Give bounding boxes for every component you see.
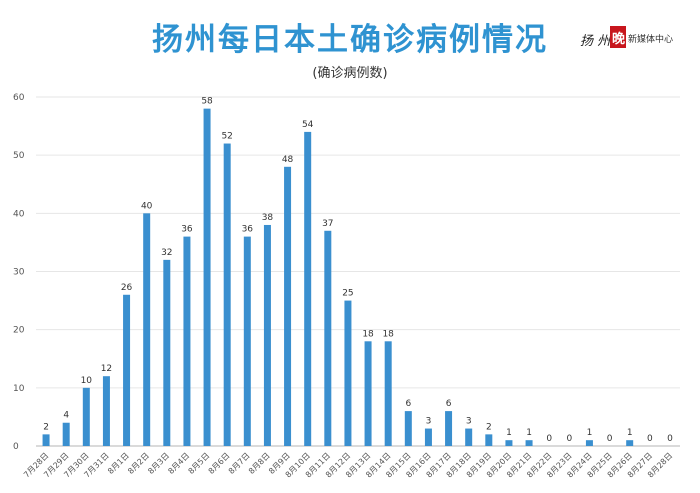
logo-red-seal: 晚 [610, 26, 626, 48]
bar [505, 440, 513, 446]
bar [384, 341, 392, 446]
data-label: 2 [486, 422, 492, 432]
data-label: 58 [201, 97, 213, 107]
data-label: 12 [101, 364, 112, 374]
x-tick-label: 8月5日 [187, 451, 212, 476]
bar [102, 376, 110, 446]
bar [143, 213, 151, 446]
data-label: 6 [405, 399, 411, 409]
data-label: 25 [342, 289, 353, 299]
data-label: 1 [587, 428, 593, 438]
logo-script-text: 扬 州 [580, 34, 611, 49]
data-label: 0 [647, 434, 653, 444]
data-label: 52 [221, 132, 232, 142]
data-label: 36 [242, 225, 254, 235]
bar [424, 428, 432, 446]
bar [585, 440, 593, 446]
chart-subtitle: (确诊病例数) [312, 66, 388, 81]
data-label: 1 [526, 428, 532, 438]
bar [203, 108, 211, 446]
bar [344, 300, 352, 446]
bar [82, 387, 90, 446]
bar [364, 341, 372, 446]
bar [626, 440, 634, 446]
x-tick-label: 8月3日 [146, 451, 171, 476]
y-axis-ticks: 0 10 20 30 40 50 60 [13, 93, 25, 452]
data-label: 0 [607, 434, 613, 444]
bar [123, 294, 131, 446]
bar [465, 428, 473, 446]
data-label: 48 [282, 155, 294, 165]
bar [243, 236, 251, 446]
bar [304, 131, 312, 446]
y-tick-label: 60 [13, 93, 25, 103]
data-label: 10 [81, 376, 93, 386]
data-label: 0 [546, 434, 552, 444]
y-tick-label: 40 [13, 209, 25, 219]
x-axis-ticks: 7月28日7月29日7月30日7月31日8月1日8月2日8月3日8月4日8月5日… [22, 451, 674, 479]
x-tick-label: 8月7日 [227, 451, 252, 476]
y-tick-label: 50 [13, 151, 25, 161]
grid-lines [36, 96, 680, 447]
data-label: 18 [362, 329, 374, 339]
x-tick-label: 8月8日 [247, 451, 272, 476]
data-label: 18 [382, 329, 394, 339]
chart-title: 扬州每日本土确诊病例情况 [152, 22, 548, 58]
y-tick-label: 0 [13, 442, 19, 452]
x-tick-label: 8月6日 [207, 451, 232, 476]
bar [62, 422, 70, 446]
x-tick-label: 8月1日 [106, 451, 131, 476]
bars [42, 108, 634, 447]
bar [263, 224, 271, 446]
data-label: 3 [466, 417, 472, 427]
logo-red-char: 晚 [612, 32, 626, 47]
data-label: 32 [161, 248, 172, 258]
data-label: 0 [566, 434, 572, 444]
data-label: 3 [426, 417, 432, 427]
data-label: 37 [322, 219, 333, 229]
bar [163, 259, 171, 446]
x-tick-label: 8月2日 [126, 451, 151, 476]
bar [445, 411, 453, 446]
data-label: 54 [302, 120, 314, 130]
x-tick-label: 8月4日 [166, 451, 191, 476]
bar [223, 143, 231, 447]
newspaper-logo: 扬 州 晚 新媒体中心 [580, 26, 692, 52]
bar [284, 166, 292, 447]
y-tick-label: 30 [13, 268, 25, 278]
data-label: 2 [43, 422, 49, 432]
y-tick-label: 10 [13, 384, 25, 394]
bar [525, 440, 533, 446]
data-label: 38 [262, 213, 274, 223]
y-tick-label: 20 [13, 326, 25, 336]
bar [42, 434, 50, 446]
data-label: 1 [506, 428, 512, 438]
bar [404, 411, 412, 446]
bar [183, 236, 191, 446]
logo-org-text: 新媒体中心 [628, 35, 674, 45]
data-label: 6 [446, 399, 452, 409]
data-label: 4 [63, 411, 69, 421]
data-label: 0 [667, 434, 673, 444]
data-label: 1 [627, 428, 633, 438]
bar [324, 230, 332, 446]
data-label: 40 [141, 201, 153, 211]
data-label: 36 [181, 225, 193, 235]
data-label: 26 [121, 283, 133, 293]
bar [485, 434, 493, 446]
